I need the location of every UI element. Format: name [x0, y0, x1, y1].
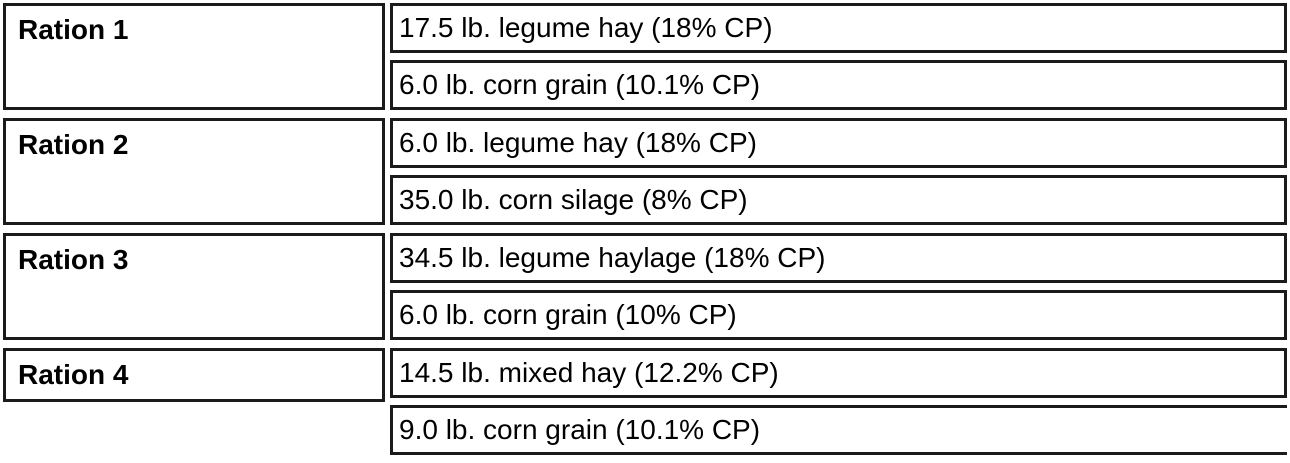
ration-4-label: Ration 4 [18, 359, 129, 390]
ration-3-items: 34.5 lb. legume haylage (18% CP) 6.0 lb.… [390, 233, 1287, 340]
ration-row-4: Ration 4 14.5 lb. mixed hay (12.2% CP) 9… [3, 348, 1287, 455]
ration-4-label-cell: Ration 4 [3, 348, 385, 402]
ration-4-feed-item-2: 9.0 lb. corn grain (10.1% CP) [390, 405, 1287, 455]
ration-row-1: Ration 1 17.5 lb. legume hay (18% CP) 6.… [3, 3, 1287, 110]
ration-3-feed-item-2: 6.0 lb. corn grain (10% CP) [390, 290, 1287, 340]
ration-row-2: Ration 2 6.0 lb. legume hay (18% CP) 35.… [3, 118, 1287, 225]
ration-3-label: Ration 3 [18, 244, 129, 275]
ration-1-feed-item-2: 6.0 lb. corn grain (10.1% CP) [390, 60, 1287, 110]
ration-table: Ration 1 17.5 lb. legume hay (18% CP) 6.… [3, 3, 1287, 455]
ration-row-3: Ration 3 34.5 lb. legume haylage (18% CP… [3, 233, 1287, 340]
ration-2-feed-item-1: 6.0 lb. legume hay (18% CP) [390, 118, 1287, 168]
ration-3-label-cell: Ration 3 [3, 233, 385, 340]
ration-1-feed-item-1: 17.5 lb. legume hay (18% CP) [390, 3, 1287, 53]
ration-1-label: Ration 1 [18, 14, 129, 45]
ration-2-feed-item-2: 35.0 lb. corn silage (8% CP) [390, 175, 1287, 225]
ration-2-label: Ration 2 [18, 129, 129, 160]
ration-4-feed-item-1: 14.5 lb. mixed hay (12.2% CP) [390, 348, 1287, 398]
ration-3-feed-item-1: 34.5 lb. legume haylage (18% CP) [390, 233, 1287, 283]
ration-2-items: 6.0 lb. legume hay (18% CP) 35.0 lb. cor… [390, 118, 1287, 225]
ration-1-items: 17.5 lb. legume hay (18% CP) 6.0 lb. cor… [390, 3, 1287, 110]
ration-4-items: 14.5 lb. mixed hay (12.2% CP) 9.0 lb. co… [390, 348, 1287, 455]
ration-1-label-cell: Ration 1 [3, 3, 385, 110]
ration-2-label-cell: Ration 2 [3, 118, 385, 225]
